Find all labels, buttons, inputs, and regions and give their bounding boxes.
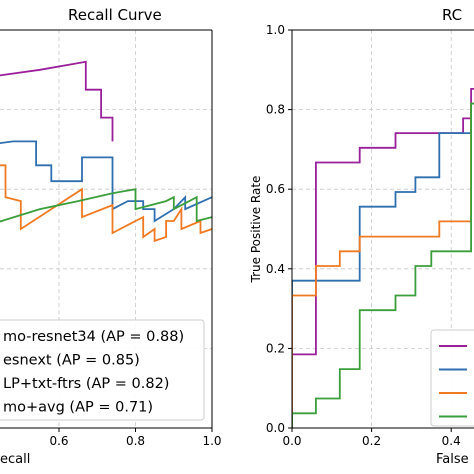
x-tick-label: 1.0 [202, 434, 221, 448]
x-tick-label: 0.0 [282, 434, 301, 448]
y-tick-label: 0.0 [266, 421, 285, 435]
roc-axes [291, 29, 474, 429]
legend-box [0, 319, 205, 421]
legend-box [430, 329, 474, 427]
roc-chart-title: RC [442, 6, 462, 24]
legend-entry-label: esnext (AP = 0.85) [3, 353, 140, 369]
pr-series-line-1 [0, 140, 212, 223]
pr-series-group [0, 60, 212, 243]
y-tick-label: 0.2 [266, 341, 285, 355]
x-tick-label: 0.2 [362, 434, 381, 448]
x-tick-label: 0.6 [49, 434, 68, 448]
y-tick-label: 0.6 [266, 182, 285, 196]
pr-chart: 0.6 0.8 1.0 Recall Curve ecall mo-resnet34… [0, 6, 222, 467]
roc-series-line-3 [292, 102, 474, 428]
y-tick-label: 0.4 [266, 262, 285, 276]
y-tick-label: 0.8 [266, 103, 285, 117]
x-tick-label: 0.8 [126, 434, 145, 448]
roc-legend [430, 329, 474, 427]
pr-x-axis-label: ecall [0, 452, 30, 467]
pr-axes [0, 29, 213, 429]
x-tick-label: 0.4 [442, 434, 461, 448]
pr-legend: mo-resnet34 (AP = 0.88) esnext (AP = 0.85… [0, 319, 205, 421]
pr-series-line-2 [0, 164, 212, 243]
legend-entry-label: mo-resnet34 (AP = 0.88) [3, 329, 184, 345]
pr-series-line-0 [0, 60, 114, 142]
roc-series-group [292, 88, 474, 428]
roc-x-axis-label: False [436, 452, 469, 467]
pr-x-ticks: 0.6 0.8 1.0 [49, 428, 222, 448]
y-tick-label: 1.0 [266, 23, 285, 37]
roc-chart: 0.0 0.2 0.4 0.6 0.8 1.0 0.0 0.2 0.4 RC False Tr… [249, 6, 474, 467]
legend-entry-label: mo+avg (AP = 0.71) [3, 400, 153, 416]
pr-series-line-3 [0, 188, 212, 223]
pr-chart-title: Recall Curve [68, 6, 162, 24]
roc-x-ticks: 0.0 0.2 0.4 [282, 428, 461, 448]
legend-entry-label: LP+txt-ftrs (AP = 0.82) [3, 376, 169, 392]
roc-y-axis-label: True Positive Rate [249, 176, 263, 284]
roc-y-ticks: 0.0 0.2 0.4 0.6 0.8 1.0 [266, 23, 292, 435]
